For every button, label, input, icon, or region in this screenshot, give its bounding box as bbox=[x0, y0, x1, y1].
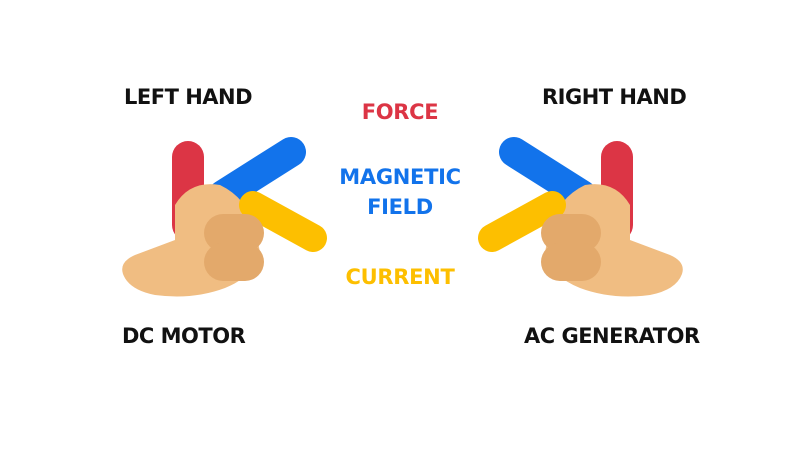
right-field-finger bbox=[499, 137, 597, 210]
legend-force: FORCE bbox=[361, 100, 439, 124]
right-current-finger bbox=[478, 191, 566, 252]
left-curled-finger-1 bbox=[204, 214, 264, 252]
right-curled-finger-2 bbox=[541, 243, 601, 281]
right-hand-title: RIGHT HAND bbox=[542, 85, 687, 109]
left-current-finger bbox=[239, 191, 327, 252]
right-hand-illustration bbox=[478, 137, 683, 297]
legend-magnetic-field-line1: MAGNETIC bbox=[339, 165, 461, 189]
left-hand-application: DC MOTOR bbox=[122, 324, 246, 348]
left-hand-illustration bbox=[122, 137, 327, 297]
left-field-finger bbox=[208, 137, 306, 210]
right-hand-application: AC GENERATOR bbox=[524, 324, 700, 348]
right-curled-finger-1 bbox=[541, 214, 601, 252]
legend-magnetic-field-line2: FIELD bbox=[367, 195, 433, 219]
left-curled-finger-2 bbox=[204, 243, 264, 281]
left-hand-title: LEFT HAND bbox=[124, 85, 253, 109]
legend-current: CURRENT bbox=[345, 265, 455, 289]
